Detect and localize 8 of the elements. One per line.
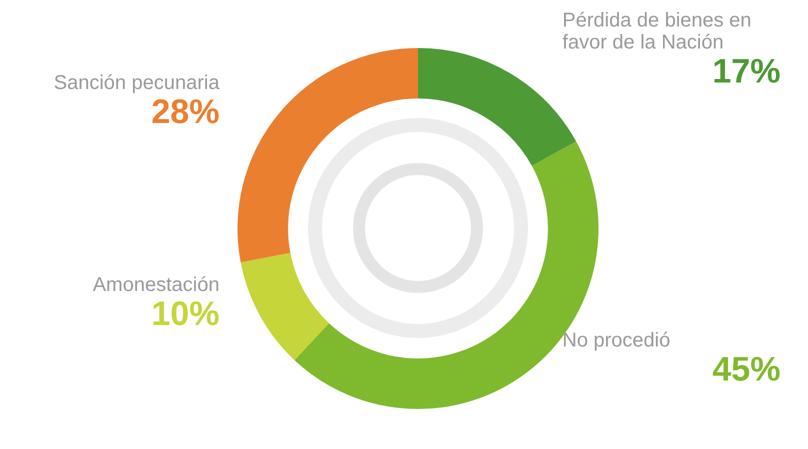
slice-label: Amonestación xyxy=(92,274,220,296)
slice-label: Pérdida de bienes en favor de la Nación xyxy=(562,10,752,54)
slice-label: Sanción pecunaria xyxy=(54,72,220,94)
data-label: 17% xyxy=(712,52,780,91)
slice-label: No procedió xyxy=(562,330,670,352)
data-label: 45% xyxy=(712,350,780,388)
data-label: 28% xyxy=(151,92,220,131)
data-label: 10% xyxy=(151,294,220,333)
